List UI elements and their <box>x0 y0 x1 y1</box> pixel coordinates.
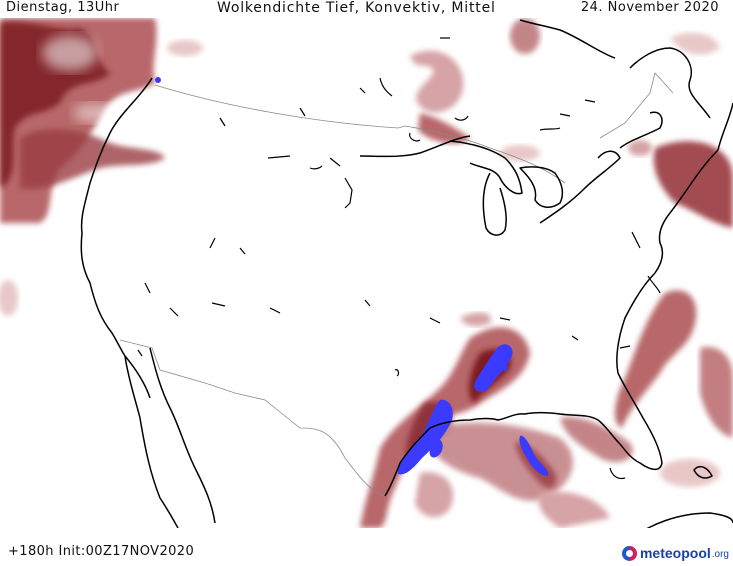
forecast-date: 24. November 2020 <box>580 0 719 15</box>
logo-domain-suffix: .org <box>711 549 729 560</box>
logo-text: meteopool <box>639 545 711 561</box>
cloud-field-pacific-northwest <box>0 18 203 316</box>
meteopool-logo[interactable]: meteopool .org <box>621 542 729 564</box>
cloud-field-northeast <box>628 32 733 228</box>
forecast-day-label: Dienstag, 13Uhr <box>6 0 120 15</box>
logo-icon <box>621 545 637 561</box>
convective-cores <box>155 77 549 476</box>
model-run-info: +180h Init:00Z17NOV2020 <box>8 544 195 559</box>
cloud-field-great-lakes <box>410 18 540 161</box>
cloud-density-map <box>0 18 733 528</box>
political-borders <box>119 72 674 497</box>
cloud-field-southeast <box>560 290 733 487</box>
small-water-bodies <box>137 37 661 480</box>
map-title: Wolkendichte Tief, Konvektiv, Mittel <box>217 0 496 16</box>
map-footer: +180h Init:00Z17NOV2020 meteopool .org <box>0 540 733 566</box>
coastlines <box>80 19 733 528</box>
